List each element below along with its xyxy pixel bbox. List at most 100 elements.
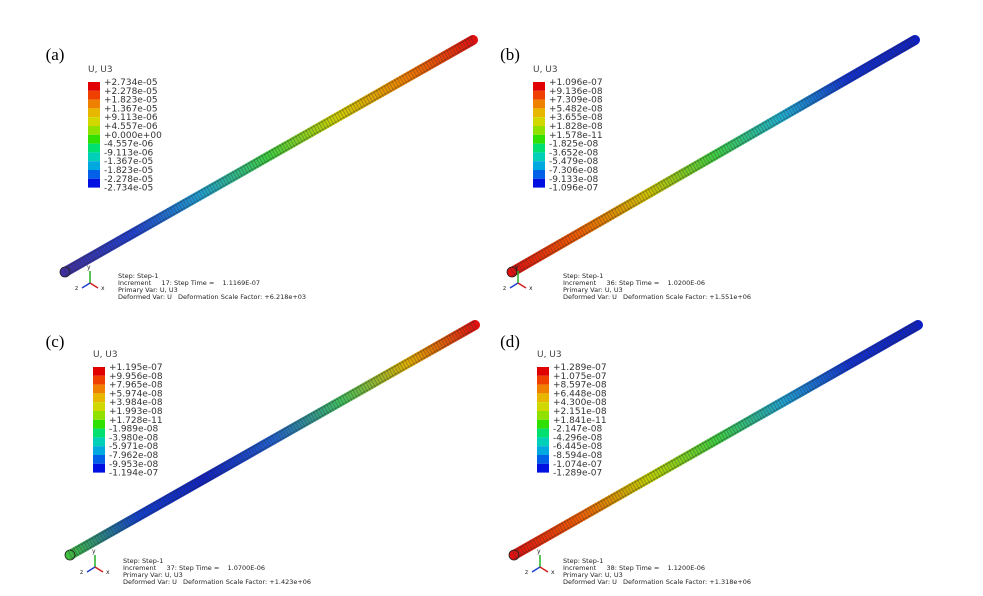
legend-value: -8.594e-08 xyxy=(553,451,603,461)
rod-end xyxy=(508,549,520,561)
legend-band xyxy=(93,384,105,394)
rod-edge xyxy=(64,35,474,269)
legend-band xyxy=(533,170,545,179)
triad-label: z xyxy=(503,285,506,292)
legend-value: -1.096e-07 xyxy=(549,184,598,194)
legend-band xyxy=(93,393,105,403)
legend-band xyxy=(93,402,105,411)
legend-band xyxy=(88,117,100,126)
legend-value: +9.136e-08 xyxy=(549,87,603,97)
rod-edge xyxy=(69,320,476,552)
legend-band xyxy=(537,384,549,394)
legend-band xyxy=(537,446,549,455)
triad-axis xyxy=(539,566,549,573)
info-line: Increment 38: Step Time = 1.1200E-06 xyxy=(563,564,705,572)
panel: (d) U, U3 +1.289e-07+1.075e-07+8.597e-08+6… xyxy=(500,320,923,586)
panel-label: (a) xyxy=(46,45,65,64)
legend-band xyxy=(88,161,100,170)
legend-band xyxy=(93,437,105,447)
legend-band xyxy=(537,437,549,447)
legend-band xyxy=(533,90,545,100)
triad-axis xyxy=(531,566,541,573)
rod-end xyxy=(506,266,518,278)
triad-label: z xyxy=(525,569,528,576)
legend-band xyxy=(88,170,100,179)
legend-band xyxy=(93,411,105,420)
legend-band xyxy=(537,375,549,385)
legend-band xyxy=(88,90,100,100)
rod-end xyxy=(64,549,76,561)
legend-value: +4.300e-08 xyxy=(553,398,607,408)
legend-band xyxy=(533,143,545,153)
legend-band xyxy=(533,108,545,118)
legend-band xyxy=(533,126,545,135)
legend-title: U, U3 xyxy=(537,350,562,360)
legend-value: -7.962e-08 xyxy=(109,451,159,461)
legend-value: -1.074e-07 xyxy=(553,460,602,470)
rod-edge xyxy=(513,328,919,560)
triad-axis xyxy=(86,566,96,573)
triad-axis xyxy=(517,282,527,289)
legend-band xyxy=(533,117,545,126)
legend-value: +5.482e-08 xyxy=(549,104,603,114)
legend-value: -5.971e-08 xyxy=(109,442,159,452)
panel: (a) U, U3 +2.734e-05+2.278e-05+1.823e-05+1… xyxy=(46,35,478,301)
legend-value: +1.728e-11 xyxy=(109,416,163,426)
rod-mesh xyxy=(509,35,918,277)
legend-value: +1.075e-07 xyxy=(553,372,607,382)
info-line: Deformed Var: U Deformation Scale Factor… xyxy=(123,578,311,586)
rod-edge xyxy=(511,35,916,269)
legend-band xyxy=(93,367,105,376)
legend-band xyxy=(88,134,100,144)
legend-band xyxy=(533,99,545,109)
rod-edge xyxy=(64,43,474,277)
legend-value: -2.147e-08 xyxy=(553,425,603,435)
rod xyxy=(507,35,920,277)
legend-band xyxy=(88,108,100,118)
panel: (b) U, U3 +1.096e-07+9.136e-08+7.309e-08+5… xyxy=(500,35,920,301)
legend-value: +1.195e-07 xyxy=(109,363,163,373)
legend-value: -6.445e-08 xyxy=(553,442,603,452)
legend-value: +1.823e-05 xyxy=(104,96,158,106)
legend-value: +1.367e-05 xyxy=(104,104,158,114)
legend-value: +9.956e-08 xyxy=(109,372,163,382)
legend-band xyxy=(93,455,105,464)
triad-label: z xyxy=(80,569,83,576)
legend-value: -1.367e-05 xyxy=(104,157,153,167)
legend-band xyxy=(88,126,100,135)
legend-value: -1.289e-07 xyxy=(553,469,602,479)
info-line: Increment 36: Step Time = 1.0200E-06 xyxy=(563,279,705,287)
legend-value: -2.278e-05 xyxy=(104,175,153,185)
legend-value: -9.113e-06 xyxy=(104,148,154,158)
triad-label: x xyxy=(529,285,533,292)
legend-band xyxy=(537,411,549,420)
info-line: Deformed Var: U Deformation Scale Factor… xyxy=(563,578,751,586)
panel-label: (d) xyxy=(500,332,520,351)
info-line: Deformed Var: U Deformation Scale Factor… xyxy=(563,293,751,301)
legend-value: +2.278e-05 xyxy=(104,87,158,97)
legend-value: +6.448e-08 xyxy=(553,389,607,399)
legend-band xyxy=(93,375,105,385)
legend-value: +8.597e-08 xyxy=(553,381,607,391)
info-line: Step: Step-1 xyxy=(118,272,158,280)
legend-value: +5.974e-08 xyxy=(109,389,163,399)
rod-edge xyxy=(511,43,916,277)
legend-value: +1.289e-07 xyxy=(553,363,607,373)
legend-value: +1.993e-08 xyxy=(109,407,163,417)
legend-value: -3.652e-08 xyxy=(549,148,599,158)
panel-label: (b) xyxy=(500,45,520,64)
panel: (c) U, U3 +1.195e-07+9.956e-08+7.965e-08+5… xyxy=(46,320,480,586)
info-line: Primary Var: U, U3 xyxy=(563,571,623,579)
legend-band xyxy=(537,463,549,473)
info-line: Step: Step-1 xyxy=(563,272,603,280)
legend-value: -1.823e-05 xyxy=(104,166,153,176)
rod xyxy=(60,35,478,277)
legend-value: -1.194e-07 xyxy=(109,469,158,479)
legend-band xyxy=(533,178,545,188)
info-line: Step: Step-1 xyxy=(123,557,163,565)
legend-value: +3.984e-08 xyxy=(109,398,163,408)
triad-label: x xyxy=(106,569,110,576)
rod-mesh xyxy=(62,35,476,277)
legend-band xyxy=(93,419,105,429)
